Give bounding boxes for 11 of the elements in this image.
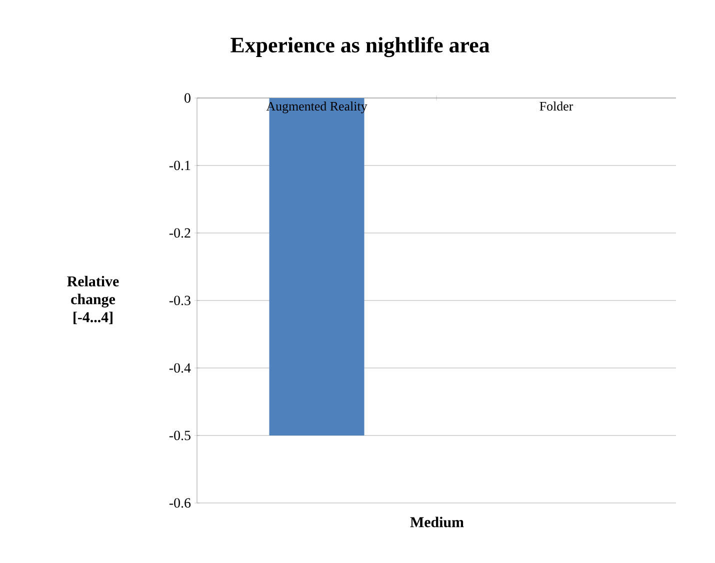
x-axis-title: Medium [410, 516, 464, 528]
y-tick-label: -0.1 [169, 160, 190, 170]
y-tick-label: -0.3 [169, 296, 190, 306]
y-tick-label: -0.5 [169, 430, 190, 440]
y-tick-label: 0 [184, 93, 190, 103]
y-axis-title: Relative change [-4...4] [67, 276, 119, 324]
y-tick-label: -0.4 [169, 363, 191, 373]
x-tick-label: Folder [540, 102, 574, 111]
y-tick-label: -0.6 [169, 498, 191, 508]
chart-title: Experience as nightlife area [230, 36, 490, 58]
y-tick-label: -0.2 [169, 228, 190, 238]
